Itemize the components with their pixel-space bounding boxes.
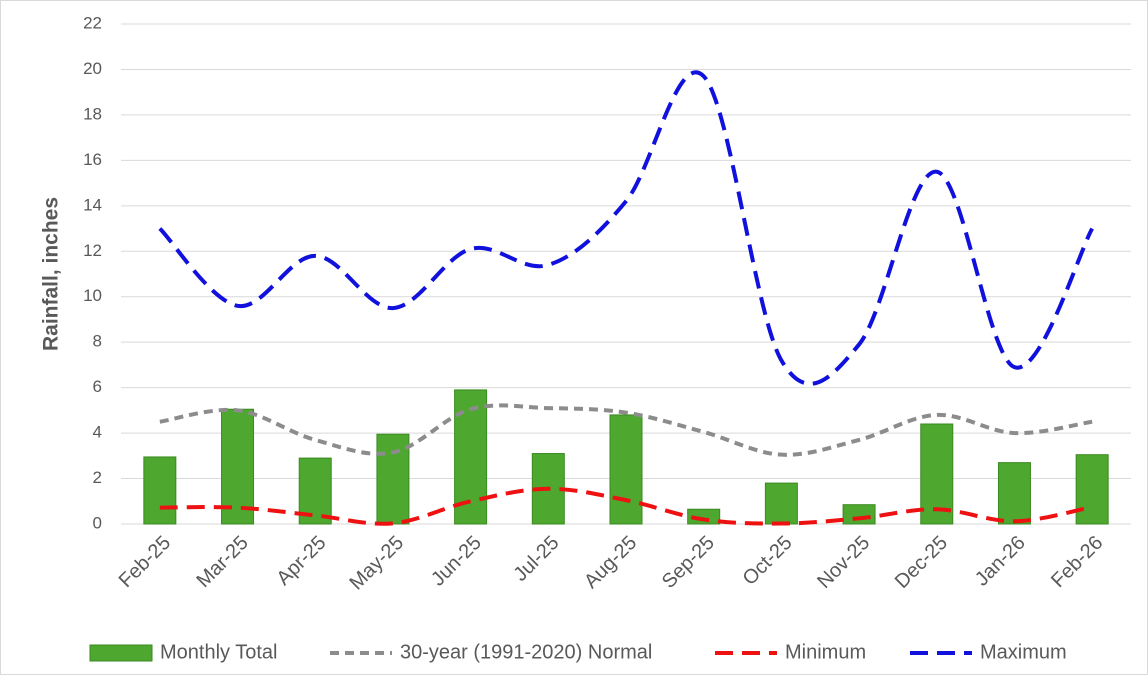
legend-swatch: [89, 644, 153, 662]
bar: [687, 508, 721, 525]
legend-label: 30-year (1991-2020) Normal: [400, 641, 652, 663]
bar: [997, 462, 1031, 525]
y-tick-label: 16: [83, 150, 102, 169]
bar: [1075, 454, 1109, 525]
y-tick-label: 18: [83, 104, 102, 123]
bar: [609, 414, 643, 525]
y-tick-label: 14: [83, 195, 102, 214]
y-axis-label: Rainfall, inches: [40, 197, 63, 351]
y-tick-label: 4: [93, 423, 102, 442]
y-tick-label: 2: [93, 468, 102, 487]
line-series: [159, 486, 1093, 526]
bar: [221, 408, 255, 525]
y-tick-label: 6: [93, 377, 102, 396]
y-tick-label: 20: [83, 59, 102, 78]
legend-label: Monthly Total: [160, 641, 277, 663]
legend-label: Maximum: [980, 641, 1067, 663]
y-tick-label: 8: [93, 332, 102, 351]
bar: [376, 433, 410, 525]
y-tick-label: 10: [83, 286, 102, 305]
bar: [842, 504, 876, 525]
bar: [764, 482, 798, 525]
y-tick-label: 22: [83, 13, 102, 32]
y-tick-label: 12: [83, 241, 102, 260]
y-tick-label: 0: [93, 513, 102, 532]
legend-label: Minimum: [785, 641, 866, 663]
line-series: [158, 70, 1094, 386]
bar: [143, 456, 177, 525]
line-series: [159, 403, 1093, 457]
